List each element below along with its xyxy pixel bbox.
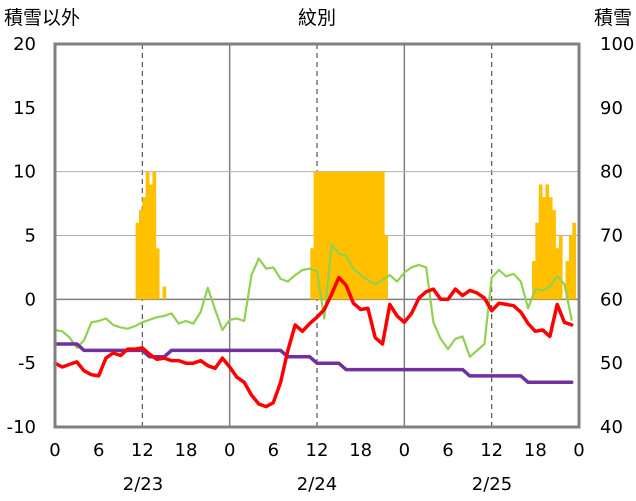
snowfall-bar xyxy=(149,184,153,300)
snowfall-bar xyxy=(558,235,563,300)
snowfall-bar xyxy=(538,184,543,300)
snowfall-bar xyxy=(343,171,348,300)
x-tick-label: 18 xyxy=(524,440,547,461)
snowfall-bar xyxy=(155,248,160,300)
snowfall-bar xyxy=(145,171,150,300)
snowfall-bar xyxy=(152,171,157,300)
green-series-line xyxy=(53,243,573,358)
right-tick-label: 70 xyxy=(600,226,623,247)
x-tick-label: 12 xyxy=(480,440,503,461)
snowfall-bar xyxy=(313,171,318,300)
snowfall-bar xyxy=(572,222,577,300)
right-tick-label: 90 xyxy=(600,98,623,119)
snowfall-bar xyxy=(370,171,375,300)
snowfall-bar xyxy=(340,171,345,300)
snowfall-bar xyxy=(535,222,540,300)
snowfall-bars xyxy=(135,171,577,300)
x-tick-label: 18 xyxy=(349,440,372,461)
right-tick-label: 80 xyxy=(600,162,623,183)
date-label-2: 2/24 xyxy=(297,474,337,495)
left-tick-label: -5 xyxy=(18,353,36,374)
snowfall-bar xyxy=(347,171,351,300)
right-tick-label: 50 xyxy=(600,353,623,374)
snowfall-bar xyxy=(330,171,335,300)
red-series-line xyxy=(53,275,574,409)
snowfall-bar xyxy=(374,171,378,300)
snowfall-bar xyxy=(310,248,315,300)
snowfall-bar xyxy=(353,171,358,300)
snowfall-bar xyxy=(138,209,143,300)
x-tick-label: 6 xyxy=(93,440,104,461)
snowfall-bar xyxy=(320,171,325,300)
left-tick-label: -10 xyxy=(7,417,36,438)
snowfall-bar xyxy=(542,197,546,300)
snowfall-bar xyxy=(384,235,388,300)
x-tick-label: 18 xyxy=(175,440,198,461)
snowfall-bar xyxy=(162,286,167,300)
snowfall-bar xyxy=(337,171,341,300)
snowfall-bar xyxy=(545,184,550,300)
right-axis-title: 積雪 xyxy=(594,7,632,29)
x-tick-label: 0 xyxy=(224,440,235,461)
snowfall-bar xyxy=(364,171,368,300)
x-tick-label: 12 xyxy=(131,440,154,461)
right-tick-label: 40 xyxy=(600,417,623,438)
snowfall-bar xyxy=(377,171,382,300)
left-axis-title: 積雪以外 xyxy=(4,7,80,29)
series-lines xyxy=(53,42,581,429)
snowfall-bar xyxy=(548,197,553,300)
snowfall-bar xyxy=(565,261,570,300)
snowfall-bar xyxy=(555,248,560,300)
snowfall-bar xyxy=(323,171,328,300)
snowfall-bar xyxy=(360,171,365,300)
snowfall-bar xyxy=(568,235,573,300)
date-label-3: 2/25 xyxy=(472,474,512,495)
left-tick-label: 0 xyxy=(25,289,36,310)
snowfall-bar xyxy=(531,261,536,300)
x-tick-label: 6 xyxy=(442,440,453,461)
left-tick-label: 10 xyxy=(13,162,36,183)
snowfall-bar xyxy=(552,209,556,300)
x-tick-label: 0 xyxy=(49,440,60,461)
right-tick-label: 60 xyxy=(600,289,623,310)
snowfall-bar xyxy=(317,171,321,300)
left-tick-label: 15 xyxy=(13,98,36,119)
snowfall-bar xyxy=(142,197,147,300)
snowfall-bar xyxy=(333,171,338,300)
snowfall-bar xyxy=(135,222,140,300)
date-label-1: 2/23 xyxy=(123,474,163,495)
right-tick-label: 100 xyxy=(600,34,634,55)
plot-frame xyxy=(53,42,581,429)
chart-title: 紋別 xyxy=(298,7,336,29)
left-tick-label: 20 xyxy=(13,34,36,55)
snowfall-bar xyxy=(357,171,362,300)
snowfall-bar xyxy=(367,171,372,300)
snowfall-bar xyxy=(350,171,355,300)
x-tick-label: 0 xyxy=(399,440,410,461)
left-tick-label: 5 xyxy=(25,226,36,247)
snowfall-bar xyxy=(327,171,331,300)
x-tick-label: 0 xyxy=(573,440,584,461)
x-tick-label: 12 xyxy=(306,440,329,461)
x-tick-label: 6 xyxy=(268,440,279,461)
snowfall-bar xyxy=(380,171,385,300)
purple-series-line xyxy=(53,342,574,385)
